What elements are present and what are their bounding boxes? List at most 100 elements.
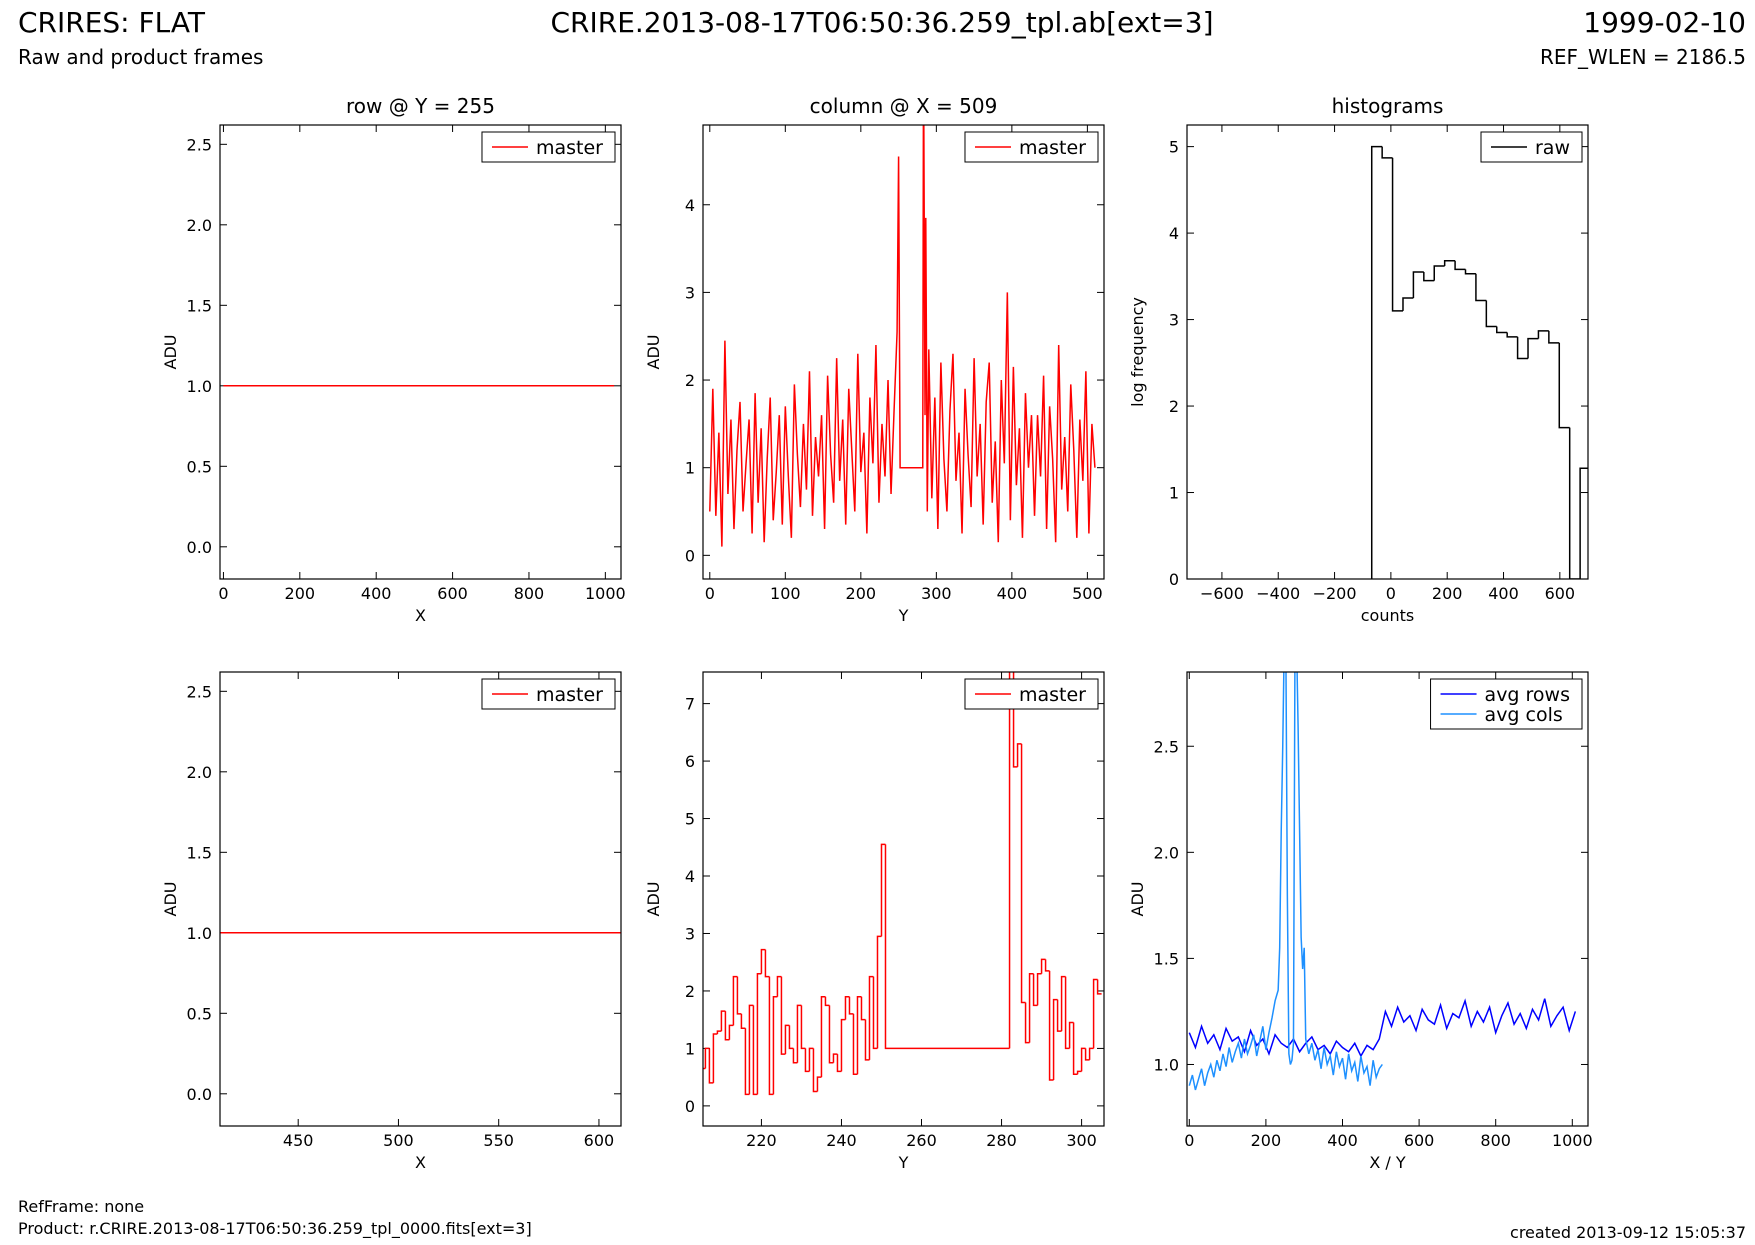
line [1188, 998, 1577, 1058]
histogram-bin [1464, 269, 1476, 275]
product: Product: r.CRIRE.2013-08-17T06:50:36.259… [18, 1219, 532, 1239]
histogram-bin [1548, 330, 1560, 344]
legend: raw [1480, 131, 1583, 163]
y-tick-label: 1.0 [1154, 1055, 1179, 1074]
x-tick-label: 550 [483, 1131, 514, 1150]
file-name: CRIRE.2013-08-17T06:50:36.259_tpl.ab[ext… [550, 6, 1213, 39]
legend-text: master [536, 684, 603, 706]
step-segment [1080, 1047, 1086, 1072]
step-segment [824, 996, 830, 1007]
legend-text: avg cols [1485, 704, 1563, 726]
x-tick-label: −200 [1313, 584, 1357, 603]
y-tick-label: 0.5 [187, 1004, 212, 1023]
step-segment [748, 1004, 754, 1095]
x-tick-label: 260 [906, 1131, 937, 1150]
legend: master [481, 131, 616, 163]
step-segment [764, 949, 770, 978]
step-segment [1052, 998, 1058, 1081]
y-tick-label: 0.5 [187, 457, 212, 476]
step-segment [840, 1018, 846, 1072]
step-segment [1068, 1021, 1074, 1049]
axes-frame [1186, 671, 1589, 1127]
histogram-bin [1558, 342, 1570, 429]
y-tick-label: 2.0 [187, 763, 212, 782]
legend-text: avg rows [1485, 684, 1570, 706]
legend: master [964, 678, 1099, 710]
step-segment [1092, 978, 1098, 1049]
x-tick-label: 200 [1251, 1131, 1282, 1150]
panel: Y ADU 220 240 260 280 300 0 1 2 3 4 5 6 7 master [644, 671, 1105, 1172]
x-tick-label: 200 [1432, 584, 1463, 603]
step-segment [703, 1067, 706, 1070]
step-segment [812, 1048, 818, 1093]
step-segment [1020, 743, 1026, 1004]
y-tick-label: 5 [1169, 138, 1179, 157]
y-tick-label: 1 [685, 1039, 695, 1058]
step-segment [1040, 958, 1046, 974]
y-tick-label: 0 [685, 546, 695, 565]
panel: row @ Y = 255 X ADU 0 200 400 600 800 1000 0.0 0.5… [161, 94, 626, 625]
step-segment [1032, 973, 1038, 1007]
plot-area [709, 125, 1096, 547]
step-segment [1064, 976, 1070, 1050]
y-tick-label: 2 [685, 371, 695, 390]
x-tick-label: 400 [361, 584, 392, 603]
step-segment [1036, 972, 1042, 1006]
x-tick-label: 600 [1545, 584, 1576, 603]
step-segment [1008, 672, 1011, 1049]
y-tick-label: 3 [1169, 311, 1179, 330]
created: created 2013-09-12 15:05:37 [1510, 1223, 1746, 1242]
x-tick-label: 600 [584, 1131, 615, 1150]
y-tick-label: 5 [685, 810, 695, 829]
histogram-bin [1527, 337, 1539, 359]
plot-area [1188, 672, 1577, 1091]
x-tick-label: 1000 [1552, 1131, 1593, 1150]
panel-title: histograms [1332, 94, 1444, 118]
x-tick-label: 500 [383, 1131, 414, 1150]
step-segment [1048, 970, 1054, 1081]
step-segment [752, 1005, 758, 1096]
x-tick-label: 450 [283, 1131, 314, 1150]
step-segment [780, 976, 786, 1055]
ref-wlen: REF_WLEN = 2186.5 [1540, 45, 1746, 69]
x-tick-label: 100 [770, 584, 801, 603]
histogram-bin [1496, 326, 1508, 334]
step-segment [740, 1013, 746, 1030]
histogram-bin [1454, 260, 1466, 271]
legend: master [481, 678, 616, 710]
step-segment [776, 975, 782, 997]
step-segment [816, 1076, 822, 1092]
x-axis-label: Y [898, 606, 909, 625]
y-tick-label: 4 [685, 196, 695, 215]
y-tick-label: 2.5 [187, 135, 212, 154]
histogram-bin [1443, 260, 1456, 266]
x-axis-label: X [415, 1153, 426, 1172]
step-segment [1096, 979, 1102, 995]
y-tick-label: 2.5 [187, 682, 212, 701]
step-segment [1016, 743, 1022, 767]
axes-frame [702, 124, 1105, 580]
legend-text: master [1019, 137, 1086, 159]
panel-title: column @ X = 509 [810, 94, 998, 118]
y-tick-label: 2.0 [1154, 843, 1179, 862]
step-segment [728, 1024, 734, 1040]
y-tick-label: 1.5 [187, 843, 212, 862]
legend: master [964, 131, 1099, 163]
y-tick-label: 1.5 [1154, 949, 1179, 968]
date: 1999-02-10 [1583, 6, 1746, 39]
legend-text: raw [1535, 137, 1570, 159]
x-tick-label: 600 [1404, 1131, 1435, 1150]
step-segment [844, 995, 850, 1020]
step-segment [756, 972, 762, 1095]
x-tick-label: 220 [746, 1131, 777, 1150]
step-segment [832, 1053, 838, 1063]
y-tick-label: 0 [685, 1097, 695, 1116]
step-segment [724, 1011, 730, 1041]
histogram-bin [1485, 300, 1497, 328]
step-segment [884, 844, 890, 1050]
y-axis-label: ADU [1128, 882, 1147, 917]
axes-frame [219, 671, 622, 1127]
plot-area [1370, 145, 1588, 579]
